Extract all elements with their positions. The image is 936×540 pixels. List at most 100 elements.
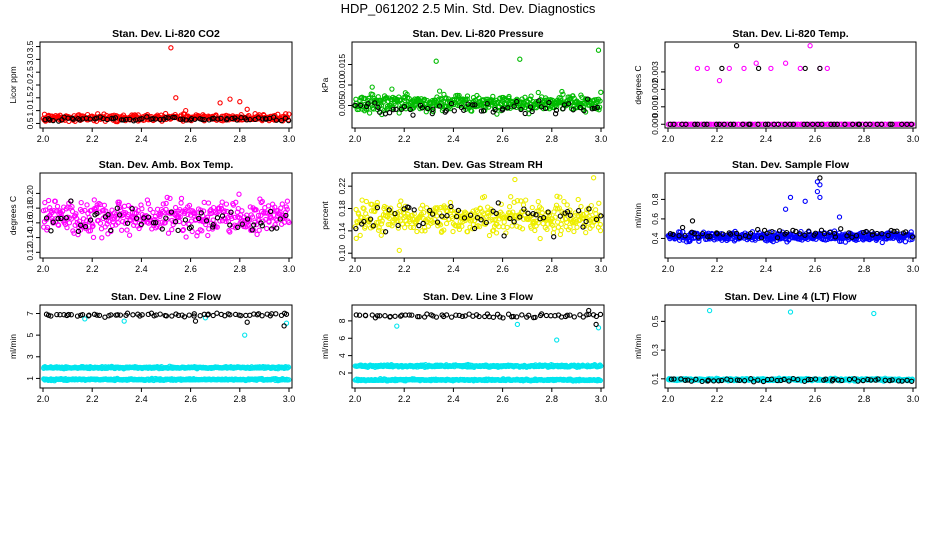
data-point (356, 312, 363, 318)
x-tick-label: 2.2 (711, 394, 724, 404)
data-point (537, 235, 543, 242)
data-point (239, 208, 245, 214)
data-point (139, 312, 145, 318)
data-point (593, 216, 600, 223)
data-point (167, 195, 173, 202)
plot-frame (664, 172, 917, 259)
data-point (353, 312, 359, 318)
data-point (87, 228, 94, 234)
y-tick-label: 0.8 (650, 193, 660, 205)
data-point (489, 217, 495, 223)
data-point (552, 111, 559, 117)
data-point (495, 200, 501, 206)
data-point (375, 227, 382, 233)
data-point (891, 228, 897, 235)
x-tick-label: 2.2 (398, 264, 411, 274)
data-point (749, 121, 756, 127)
data-point (379, 218, 385, 224)
data-point (422, 228, 428, 234)
data-point (593, 313, 600, 320)
data-point (235, 205, 241, 212)
data-point (286, 377, 292, 383)
data-point (554, 337, 560, 343)
data-point (444, 213, 450, 219)
data-point (558, 95, 564, 102)
data-point (93, 205, 99, 211)
data-point (260, 116, 266, 122)
x-tick-label: 2.8 (234, 134, 247, 144)
data-point (283, 320, 290, 326)
data-point (689, 218, 696, 224)
data-point (424, 205, 430, 211)
data-point (90, 234, 97, 241)
data-point (689, 229, 695, 235)
data-point (259, 223, 265, 229)
data-point (583, 218, 589, 225)
data-point (553, 107, 560, 113)
data-point (377, 109, 383, 115)
data-point (667, 231, 674, 237)
data-point (194, 233, 200, 239)
data-point (361, 218, 367, 225)
plot-frame (664, 41, 917, 129)
data-point (51, 208, 57, 214)
plot-frame (351, 172, 605, 259)
data-point (673, 121, 679, 127)
series-2 (353, 307, 604, 328)
data-point (714, 231, 720, 237)
data-point (838, 226, 844, 232)
data-point (493, 210, 499, 217)
data-point (378, 100, 384, 106)
x-tick-label: 2.8 (234, 394, 247, 404)
series-1 (667, 175, 916, 241)
series-1 (43, 198, 289, 235)
data-point (99, 235, 105, 241)
data-point (802, 65, 808, 72)
data-point (456, 223, 462, 230)
data-point (585, 96, 591, 102)
y-tick-label: 0.22 (337, 178, 347, 195)
data-point (112, 115, 119, 121)
data-point (210, 204, 217, 211)
data-point (372, 100, 378, 106)
y-tick-label: 8 (337, 318, 347, 323)
data-point (396, 247, 402, 254)
data-point (598, 213, 604, 219)
data-point (180, 116, 186, 122)
chart-title: Stan. Dev. Sample Flow (732, 159, 850, 171)
data-point (691, 230, 697, 237)
data-point (390, 106, 396, 113)
y-tick-label: 0.18 (337, 200, 347, 217)
data-point (812, 376, 819, 382)
data-point (683, 121, 689, 127)
data-point (168, 45, 174, 51)
data-point (461, 107, 467, 113)
data-point (123, 116, 129, 123)
data-point (55, 222, 62, 228)
data-point (101, 202, 108, 208)
data-point (192, 210, 198, 216)
data-point (416, 222, 422, 229)
data-point (89, 224, 95, 230)
y-tick-label: 5 (25, 333, 35, 338)
data-point (192, 318, 199, 324)
y-tick-label: 0.003 (650, 61, 660, 83)
data-point (514, 223, 520, 229)
data-point (278, 117, 285, 124)
data-point (814, 179, 821, 185)
data-point (283, 204, 289, 210)
x-tick-label: 3.0 (283, 264, 296, 274)
data-point (217, 100, 223, 106)
data-point (175, 227, 181, 234)
data-point (105, 212, 111, 218)
x-tick-label: 2.8 (546, 394, 559, 404)
data-point (558, 221, 564, 227)
data-point (517, 56, 523, 62)
data-point (909, 236, 915, 242)
data-point (694, 65, 701, 72)
data-point (492, 107, 498, 113)
data-point (589, 106, 595, 112)
data-point (559, 88, 565, 95)
data-point (94, 312, 100, 318)
